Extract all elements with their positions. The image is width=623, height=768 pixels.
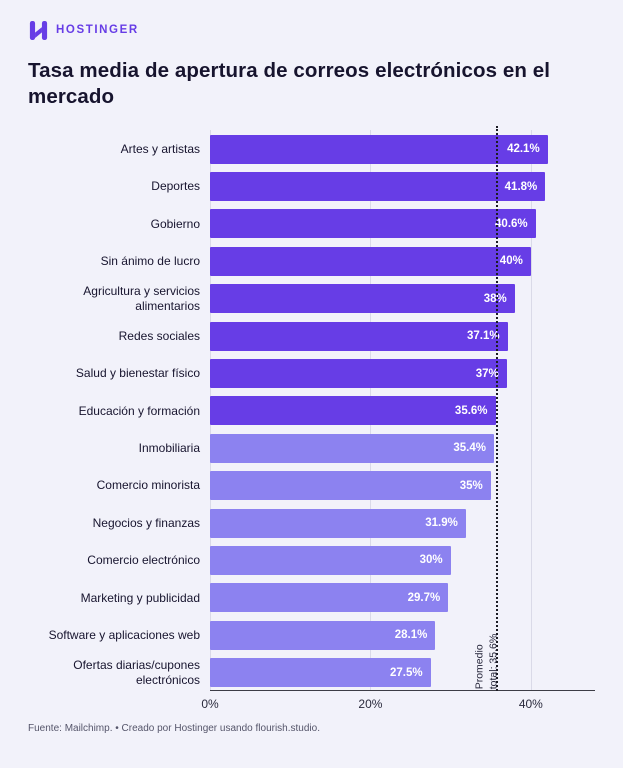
chart-row: Software y aplicaciones web 28.1% <box>28 617 595 654</box>
bar: 42.1% <box>210 134 548 164</box>
chart-row: Marketing y publicidad 29.7% <box>28 579 595 616</box>
gridline <box>530 130 532 692</box>
bar-value-label: 35% <box>459 479 483 492</box>
chart-row: Redes sociales 37.1% <box>28 317 595 354</box>
bar-value-label: 40.6% <box>495 217 528 230</box>
bar: 35% <box>210 471 491 501</box>
bar: 28.1% <box>210 620 436 650</box>
bar: 35.6% <box>210 396 496 426</box>
chart-row: Artes y artistas 42.1% <box>28 130 595 167</box>
category-label: Comercio electrónico <box>87 553 200 568</box>
bar: 40% <box>210 246 531 276</box>
brand-header: HOSTINGER <box>28 18 595 42</box>
hostinger-logo-icon <box>28 20 49 41</box>
bar-track: 35% <box>210 471 595 501</box>
bar-track: 35.6% <box>210 396 595 426</box>
bar-track: 37% <box>210 359 595 388</box>
chart-row: Comercio electrónico 30% <box>28 542 595 579</box>
bar-track: 37.1% <box>210 321 595 351</box>
bar-value-label: 29.7% <box>407 591 441 604</box>
chart-row: Educación y formación 35.6% <box>28 392 595 429</box>
chart-row: Gobierno 40.6% <box>28 205 595 242</box>
bar-value-label: 42.1% <box>507 143 540 156</box>
chart-plot-area: Artes y artistas 42.1% Deportes 41.8% Gobier… <box>28 126 595 692</box>
category-label: Deportes <box>151 179 200 194</box>
category-label: Inmobiliaria <box>138 441 200 456</box>
chart-row: Deportes 41.8% <box>28 168 595 205</box>
category-label: Comercio minorista <box>96 478 200 493</box>
x-axis-line <box>210 690 595 692</box>
bar-value-label: 41.8% <box>504 180 538 193</box>
bar-track: 38% <box>210 284 595 314</box>
category-label: Sin ánimo de lucro <box>100 254 200 269</box>
category-label: Negocios y finanzas <box>92 515 200 530</box>
category-label: Marketing y publicidad <box>80 590 200 605</box>
bar-value-label: 28.1% <box>394 629 428 642</box>
bar-track: 30% <box>210 545 595 575</box>
x-axis-ticks: 0% 20% 40% <box>201 691 595 713</box>
bar-value-label: 37% <box>475 367 499 380</box>
category-label: Salud y bienestar físico <box>75 366 200 381</box>
bar-value-label: 35.6% <box>454 404 488 417</box>
bar-track: 40.6% <box>210 209 595 239</box>
bar-track: 28.1% <box>210 620 595 650</box>
bar-value-label: 27.5% <box>389 666 423 679</box>
category-label: Agricultura y servicios alimentarios <box>83 284 200 313</box>
bar-track: 40% <box>210 246 595 276</box>
bar: 29.7% <box>210 583 449 613</box>
chart-row: Inmobiliaria 35.4% <box>28 430 595 467</box>
brand-wordmark: HOSTINGER <box>56 24 139 36</box>
bar: 37.1% <box>210 321 508 351</box>
bar: 35.4% <box>210 433 494 463</box>
bar-track: 42.1% <box>210 134 595 164</box>
category-label: Artes y artistas <box>120 141 200 156</box>
source-attribution: Fuente: Mailchimp. • Creado por Hostinge… <box>28 723 320 735</box>
chart-rows: Artes y artistas 42.1% Deportes 41.8% Gobier… <box>28 130 595 691</box>
chart-row: Negocios y finanzas 31.9% <box>28 504 595 541</box>
category-label: Ofertas diarias/cupones electrónicos <box>73 658 200 687</box>
chart-row: Comercio minorista 35% <box>28 467 595 504</box>
chart-row: Agricultura y servicios alimentarios 38% <box>28 280 595 317</box>
bar-track: 31.9% <box>210 508 595 538</box>
bar-track: 41.8% <box>210 172 595 202</box>
axis-tick-label: 40% <box>518 697 543 712</box>
category-label: Software y aplicaciones web <box>48 628 200 643</box>
bar: 37% <box>210 359 507 388</box>
chart-row: Salud y bienestar físico 37% <box>28 355 595 392</box>
bar-track: 29.7% <box>210 583 595 613</box>
bar-track: 27.5% <box>210 658 595 688</box>
bar-value-label: 37.1% <box>466 330 500 343</box>
bar: 30% <box>210 545 451 575</box>
category-label: Gobierno <box>150 216 200 231</box>
bar-chart: Artes y artistas 42.1% Deportes 41.8% Gobier… <box>28 126 595 713</box>
bar: 31.9% <box>210 508 466 538</box>
bar-track: 35.4% <box>210 433 595 463</box>
bar-value-label: 35.4% <box>453 442 486 455</box>
chart-row: Ofertas diarias/cupones electrónicos 27.5… <box>28 654 595 691</box>
bar-value-label: 38% <box>483 292 507 305</box>
axis-tick-label: 0% <box>201 697 219 712</box>
bar: 38% <box>210 284 515 314</box>
bar: 41.8% <box>210 172 546 202</box>
bar: 40.6% <box>210 209 536 239</box>
bar: 27.5% <box>210 658 431 688</box>
bar-value-label: 31.9% <box>425 517 458 530</box>
page-title: Tasa media de apertura de correos electr… <box>28 59 551 109</box>
chart-row: Sin ánimo de lucro 40% <box>28 243 595 280</box>
category-label: Educación y formación <box>78 403 200 418</box>
bar-value-label: 30% <box>419 554 443 567</box>
bar-value-label: 40% <box>499 255 523 268</box>
category-label: Redes sociales <box>118 328 200 343</box>
axis-tick-label: 20% <box>358 697 383 712</box>
